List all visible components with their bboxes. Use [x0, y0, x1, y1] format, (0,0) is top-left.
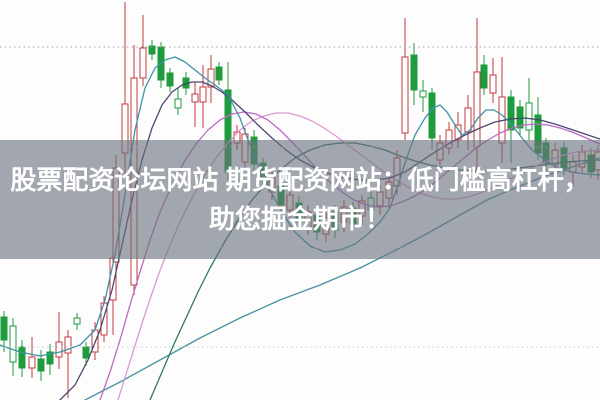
candle-body	[428, 92, 436, 139]
candlestick	[428, 88, 436, 150]
candle-body	[507, 96, 515, 131]
candle-body	[207, 68, 215, 88]
candle-body	[28, 356, 36, 369]
candlestick	[215, 62, 223, 85]
candle-body	[73, 317, 81, 325]
candlestick	[55, 312, 63, 369]
candle-body	[199, 86, 207, 103]
candle-body	[480, 64, 488, 89]
candle-body	[37, 358, 45, 372]
candle-body	[18, 346, 26, 369]
candle-body	[55, 341, 63, 358]
candlestick	[401, 18, 409, 140]
candlestick	[0, 311, 8, 352]
candlestick	[73, 313, 81, 330]
candle-body	[410, 54, 418, 91]
candle-body	[525, 102, 533, 131]
candle-body	[46, 351, 54, 365]
candle-body	[473, 71, 481, 148]
candlestick	[480, 55, 488, 95]
candle-body	[82, 346, 90, 359]
candle-body	[464, 107, 472, 133]
candlestick	[199, 65, 207, 128]
candle-body	[174, 98, 182, 109]
candlestick	[410, 43, 418, 105]
candle-body	[419, 90, 427, 98]
candlestick	[46, 344, 54, 375]
candlestick	[525, 78, 533, 140]
candlestick	[489, 58, 497, 103]
candlestick	[28, 337, 36, 378]
candlestick	[166, 68, 174, 92]
candlestick	[148, 40, 156, 60]
candle-body	[166, 72, 174, 87]
candle-body	[215, 66, 223, 81]
candle-body	[64, 336, 72, 354]
candlestick	[191, 82, 199, 127]
candlestick	[64, 330, 72, 398]
candle-body	[139, 47, 147, 79]
candlestick	[174, 88, 182, 115]
candle-body	[401, 56, 409, 134]
candlestick	[139, 15, 147, 86]
candle-body	[0, 316, 8, 341]
candle-body	[489, 74, 497, 94]
candle-body	[9, 325, 17, 363]
ad-banner-band	[0, 140, 600, 259]
candlestick	[207, 55, 215, 103]
candle-body	[148, 45, 156, 55]
candlestick	[419, 80, 427, 112]
candle-body	[191, 93, 199, 103]
